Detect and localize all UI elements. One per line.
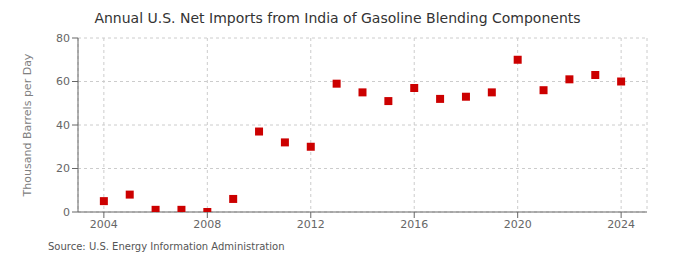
svg-text:2012: 2012 [297,218,325,231]
svg-text:40: 40 [56,119,70,132]
svg-text:20: 20 [56,162,70,175]
svg-text:60: 60 [56,75,70,88]
svg-text:80: 80 [56,32,70,45]
svg-text:Thousand Barrels per Day: Thousand Barrels per Day [21,53,34,197]
svg-text:0: 0 [63,206,70,219]
svg-text:2020: 2020 [504,218,532,231]
svg-text:2008: 2008 [193,218,221,231]
svg-text:2016: 2016 [400,218,428,231]
html-text:Source: U.S. Energy Informatio: Source: U.S. Energy Information Administ… [48,241,285,252]
svg-text:2004: 2004 [90,218,118,231]
svg-text:2024: 2024 [607,218,635,231]
html-text:Annual U.S. Net Imports from I: Annual U.S. Net Imports from India of Ga… [94,10,581,26]
